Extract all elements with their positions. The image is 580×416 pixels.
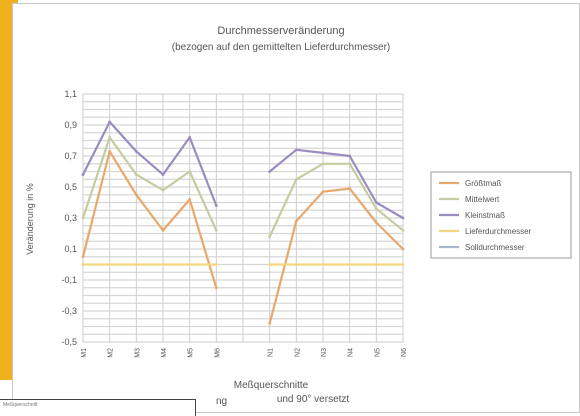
- y-tick-label: 0,3: [64, 213, 77, 223]
- x-tick-label: N5: [374, 348, 381, 357]
- series-line-1: [81, 150, 404, 324]
- caption-small-text: Meßquerschnitt: [3, 402, 38, 408]
- x-tick-label: M4: [161, 348, 168, 358]
- data-point-4: [81, 263, 85, 266]
- data-point-1: [294, 219, 298, 223]
- data-point-4: [188, 263, 192, 266]
- data-point-3: [374, 201, 378, 204]
- data-point-3: [214, 204, 218, 208]
- y-axis-label: Veränderung in %: [25, 183, 35, 255]
- data-point-4: [108, 263, 112, 266]
- x-tick-label: M3: [134, 348, 141, 358]
- legend-label: Größtmaß: [465, 179, 502, 188]
- data-point-1: [321, 190, 325, 194]
- data-point-4: [161, 263, 165, 266]
- chart-canvas: Durchmesserveränderung (bezogen auf den …: [25, 25, 572, 405]
- data-point-1: [374, 221, 378, 225]
- data-point-4: [268, 263, 272, 266]
- data-point-4: [374, 263, 378, 266]
- data-point-3: [294, 148, 298, 152]
- data-point-3: [108, 120, 112, 124]
- data-point-2: [348, 162, 352, 166]
- x-tick-label: M1: [81, 348, 88, 358]
- data-point-2: [108, 136, 112, 139]
- y-tick-label: 0,1: [64, 244, 77, 254]
- data-point-1: [108, 149, 112, 153]
- data-point-2: [401, 229, 405, 232]
- legend-label: Lieferdurchmesser: [465, 227, 532, 236]
- x-axis-label: Meßquerschnitte: [234, 380, 309, 391]
- data-point-4: [134, 263, 138, 266]
- data-point-2: [294, 177, 298, 181]
- x-tick-label: M5: [188, 348, 195, 358]
- legend-label: Solldurchmesser: [465, 243, 525, 252]
- data-point-4: [294, 263, 298, 266]
- x-tick-label: N2: [294, 348, 301, 357]
- series-line-2: [81, 136, 404, 238]
- y-tick-label: 0,5: [64, 182, 77, 192]
- data-point-3: [401, 216, 405, 220]
- data-point-1: [134, 193, 138, 197]
- data-point-3: [268, 170, 272, 173]
- x-axis-label-2: und 90° versetzt: [277, 394, 350, 405]
- data-point-3: [188, 136, 192, 139]
- x-tick-label: N1: [268, 348, 275, 357]
- chart-title: Durchmesserveränderung: [217, 25, 344, 37]
- series-line-3: [82, 120, 404, 219]
- data-point-2: [161, 188, 165, 192]
- legend-label: Kleinstmaß: [465, 211, 505, 220]
- data-point-1: [401, 247, 405, 251]
- y-tick-label: 0,7: [64, 151, 77, 161]
- data-point-1: [214, 286, 218, 290]
- data-point-3: [348, 154, 352, 158]
- data-point-2: [214, 229, 218, 232]
- data-point-1: [348, 187, 352, 190]
- data-point-1: [188, 198, 192, 201]
- data-point-3: [81, 173, 85, 177]
- data-point-3: [161, 173, 165, 177]
- data-point-4: [214, 263, 218, 266]
- x-tick-label: N3: [321, 348, 328, 357]
- y-tick-label: 1,1: [64, 89, 77, 99]
- data-point-2: [321, 162, 325, 166]
- data-point-1: [81, 255, 85, 259]
- data-point-1: [161, 229, 165, 232]
- chart-page: Durchmesserveränderung (bezogen auf den …: [12, 3, 580, 413]
- data-point-2: [268, 235, 272, 239]
- y-tick-label: -0,1: [61, 275, 77, 285]
- chart-subtitle: (bezogen auf den gemittelten Lieferdurch…: [172, 42, 390, 53]
- data-point-1: [268, 322, 272, 325]
- y-tick-label: -0,3: [61, 306, 77, 316]
- legend: Größtmaß Mittelwert Kleinstmaß Lieferdurchm…: [430, 171, 572, 259]
- data-point-3: [321, 151, 325, 155]
- data-point-4: [321, 263, 325, 266]
- data-point-2: [374, 207, 378, 211]
- y-tick-label: -0,5: [61, 337, 77, 347]
- data-point-4: [401, 263, 405, 266]
- data-point-2: [134, 173, 138, 177]
- x-tick-label: N6: [401, 348, 408, 357]
- caption-tail: ng: [216, 396, 228, 407]
- x-tick-label: M6: [214, 348, 221, 358]
- x-tick-label: N4: [348, 348, 355, 357]
- data-point-2: [81, 216, 85, 220]
- legend-label: Mittelwert: [465, 195, 500, 204]
- caption-box: Meßquerschnitt: [0, 399, 196, 416]
- data-point-2: [188, 170, 192, 173]
- plot-area: 1,1 0,9 0,7 0,5 0,3 0,1 -0,1 -0,3 -0,5 M1 M2 M3 M4 M5…: [61, 89, 408, 358]
- data-point-4: [348, 263, 352, 266]
- x-tick-label: M2: [108, 348, 115, 358]
- data-point-3: [134, 149, 138, 153]
- y-tick-label: 0,9: [64, 120, 77, 130]
